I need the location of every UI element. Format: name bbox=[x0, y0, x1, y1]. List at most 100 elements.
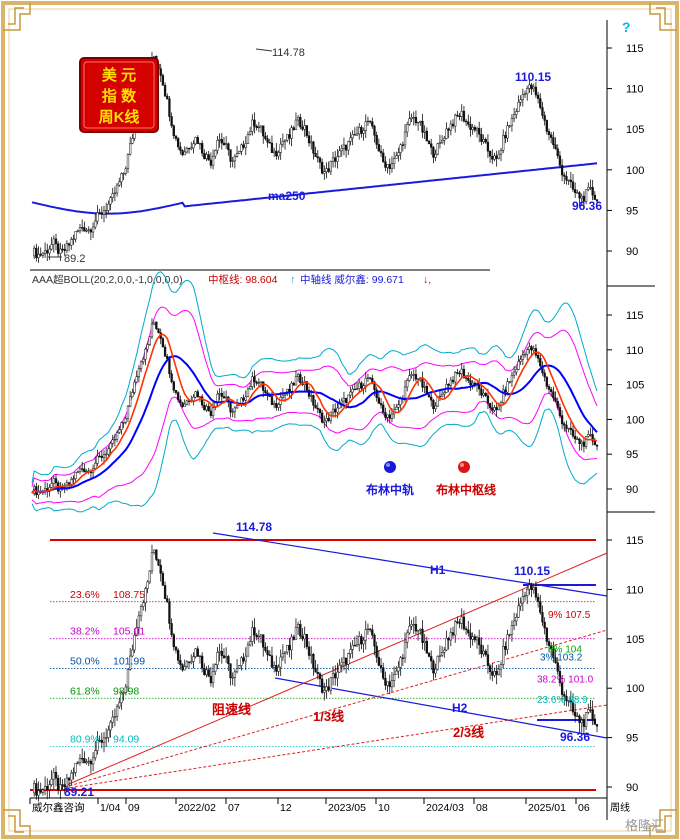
candle-body bbox=[379, 665, 383, 668]
candle-body bbox=[231, 677, 234, 679]
candle-body bbox=[283, 651, 287, 655]
candle-body bbox=[493, 155, 496, 160]
candle-body bbox=[347, 394, 350, 403]
candle-body bbox=[419, 120, 422, 123]
candle-body bbox=[320, 412, 324, 423]
candle-body bbox=[240, 144, 243, 152]
help-mark[interactable]: ? bbox=[622, 19, 631, 35]
candle-body bbox=[469, 632, 472, 640]
candle-body bbox=[591, 434, 594, 442]
candle-body bbox=[161, 338, 165, 348]
candle-body bbox=[87, 760, 90, 763]
candle-body bbox=[48, 248, 51, 254]
candle-body bbox=[299, 117, 302, 128]
candle-body bbox=[323, 171, 326, 174]
candle-body bbox=[440, 393, 444, 397]
boll-upper bbox=[31, 306, 598, 487]
candle-body bbox=[545, 627, 548, 642]
candle-body bbox=[203, 404, 206, 411]
candle-body bbox=[187, 661, 191, 664]
candle-body bbox=[373, 634, 376, 647]
candle-body bbox=[517, 605, 520, 618]
candle-body bbox=[550, 645, 553, 650]
candle-body bbox=[593, 440, 596, 446]
candle-body bbox=[519, 359, 522, 362]
legend-red-dot bbox=[458, 461, 470, 473]
candle-body bbox=[329, 161, 333, 172]
y-tick-label: 95 bbox=[626, 733, 638, 745]
panel1-candles bbox=[33, 51, 599, 263]
candle-body bbox=[248, 641, 252, 646]
candle-body bbox=[107, 448, 110, 455]
candle-body bbox=[517, 101, 520, 112]
fib-pct-label: 38.2% bbox=[70, 626, 100, 638]
candle-body bbox=[205, 154, 208, 160]
candle-body bbox=[399, 657, 402, 668]
candle-body bbox=[427, 652, 431, 657]
candle-body bbox=[480, 388, 483, 396]
h2-label: H2 bbox=[452, 701, 468, 715]
candle-body bbox=[449, 632, 452, 641]
candle-body bbox=[196, 648, 199, 657]
candle-body bbox=[65, 777, 69, 787]
candle-body bbox=[203, 667, 206, 676]
two-third-line bbox=[54, 704, 608, 791]
candle-body bbox=[312, 653, 315, 669]
legend-red-label: 布林中枢线 bbox=[436, 482, 496, 497]
candle-body bbox=[388, 681, 391, 688]
candle-body bbox=[541, 107, 544, 116]
ma250-label: ma250 bbox=[268, 189, 306, 203]
candle-body bbox=[153, 549, 156, 554]
candle-body bbox=[229, 401, 232, 413]
candle-body bbox=[52, 238, 55, 245]
candle-body bbox=[72, 238, 75, 241]
candle-body bbox=[410, 374, 413, 376]
candle-body bbox=[589, 187, 592, 189]
candle-body bbox=[235, 668, 239, 673]
candle-body bbox=[150, 552, 154, 572]
candle-body bbox=[495, 671, 498, 675]
candle-body bbox=[316, 407, 319, 410]
candle-body bbox=[218, 393, 221, 395]
y-tick-label: 110 bbox=[626, 345, 644, 357]
candle-body bbox=[129, 396, 132, 407]
candle-body bbox=[430, 656, 433, 662]
candle-body bbox=[401, 657, 404, 659]
candle-body bbox=[251, 627, 254, 642]
candle-body bbox=[259, 634, 263, 637]
candle-body bbox=[50, 778, 53, 785]
candle-body bbox=[179, 399, 182, 404]
candle-body bbox=[174, 135, 178, 139]
candle-body bbox=[392, 158, 396, 164]
candle-body bbox=[266, 650, 269, 656]
candle-body bbox=[131, 138, 134, 144]
candle-body bbox=[211, 671, 215, 684]
candle-body bbox=[201, 143, 204, 154]
candle-body bbox=[325, 418, 328, 422]
candle-body bbox=[469, 124, 472, 130]
candle-body bbox=[120, 422, 123, 430]
candle-body bbox=[238, 665, 241, 669]
candle-body bbox=[410, 624, 413, 627]
candle-body bbox=[445, 128, 448, 139]
candle-body bbox=[464, 120, 468, 123]
candle-body bbox=[371, 629, 374, 636]
candle-body bbox=[54, 478, 58, 484]
candle-body bbox=[434, 405, 437, 410]
candle-body bbox=[386, 681, 389, 686]
candle-body bbox=[406, 632, 409, 643]
candle-body bbox=[83, 468, 86, 473]
candle-body bbox=[115, 184, 119, 194]
candle-body bbox=[344, 144, 348, 151]
candle-body bbox=[584, 436, 588, 447]
candle-body bbox=[502, 646, 505, 665]
candle-body bbox=[364, 377, 367, 386]
candle-body bbox=[72, 772, 75, 774]
candle-body bbox=[59, 248, 62, 254]
candle-body bbox=[255, 381, 258, 384]
candle-body bbox=[342, 397, 346, 402]
candle-body bbox=[456, 372, 459, 374]
resist-label: 阻速线 bbox=[212, 702, 251, 717]
x-tick-label: 威尔鑫咨询 bbox=[32, 801, 85, 814]
period-label: 周线 bbox=[610, 801, 630, 814]
